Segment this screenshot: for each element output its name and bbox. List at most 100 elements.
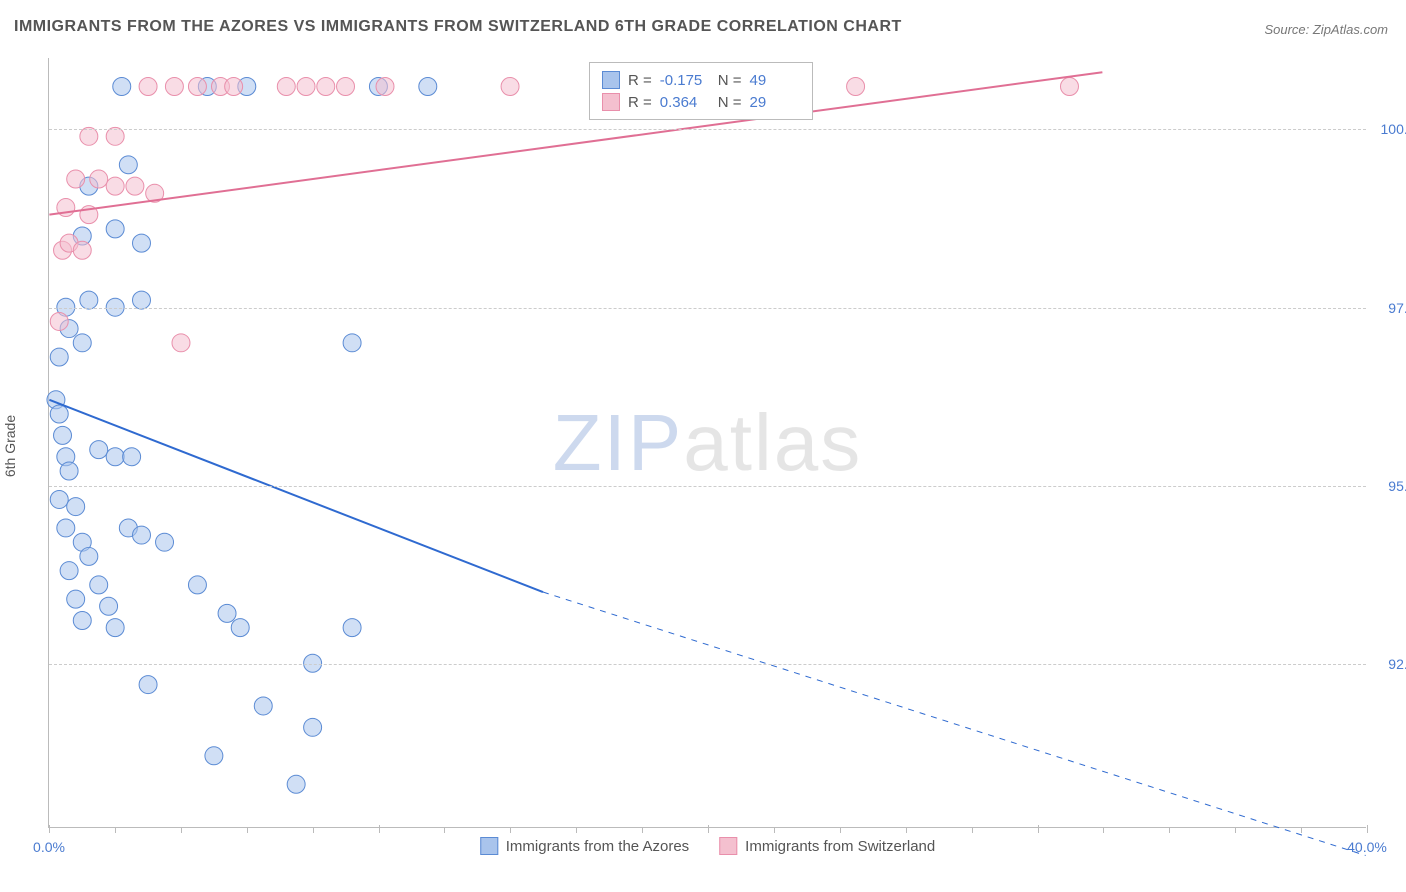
data-point <box>1060 77 1078 95</box>
legend-n-label: N = <box>718 72 742 89</box>
data-point <box>343 334 361 352</box>
data-point <box>80 291 98 309</box>
data-point <box>376 77 394 95</box>
data-point <box>106 177 124 195</box>
legend-stat-row: R =-0.175N =49 <box>602 69 800 91</box>
gridline-h <box>49 308 1366 309</box>
legend-swatch <box>480 837 498 855</box>
legend-series-label: Immigrants from Switzerland <box>745 838 935 855</box>
chart-svg <box>49 58 1366 827</box>
legend-r-value: -0.175 <box>660 72 710 89</box>
xtick <box>708 825 709 833</box>
legend-n-value: 29 <box>750 94 800 111</box>
data-point <box>67 170 85 188</box>
xtick-minor <box>1169 827 1170 833</box>
legend-series-label: Immigrants from the Azores <box>506 838 689 855</box>
xtick <box>1367 825 1368 833</box>
data-point <box>106 619 124 637</box>
gridline-h <box>49 664 1366 665</box>
data-point <box>337 77 355 95</box>
legend-swatch <box>602 93 620 111</box>
data-point <box>343 619 361 637</box>
data-point <box>277 77 295 95</box>
data-point <box>254 697 272 715</box>
data-point <box>133 526 151 544</box>
xtick-label: 40.0% <box>1347 839 1387 855</box>
data-point <box>188 77 206 95</box>
legend-n-label: N = <box>718 94 742 111</box>
data-point <box>119 156 137 174</box>
legend-r-label: R = <box>628 94 652 111</box>
xtick-minor <box>313 827 314 833</box>
data-point <box>60 562 78 580</box>
gridline-h <box>49 486 1366 487</box>
data-point <box>126 177 144 195</box>
legend-series-item: Immigrants from Switzerland <box>719 837 935 855</box>
data-point <box>139 77 157 95</box>
data-point <box>218 604 236 622</box>
data-point <box>90 576 108 594</box>
data-point <box>297 77 315 95</box>
legend-swatch <box>719 837 737 855</box>
source-label: Source: ZipAtlas.com <box>1264 22 1388 37</box>
xtick-minor <box>576 827 577 833</box>
chart-title: IMMIGRANTS FROM THE AZORES VS IMMIGRANTS… <box>14 18 902 36</box>
data-point <box>50 312 68 330</box>
data-point <box>287 775 305 793</box>
data-point <box>225 77 243 95</box>
data-point <box>231 619 249 637</box>
xtick <box>1038 825 1039 833</box>
data-point <box>113 77 131 95</box>
ytick-label: 92.5% <box>1388 656 1406 672</box>
data-point <box>67 498 85 516</box>
regression-line-dashed <box>543 592 1366 855</box>
data-point <box>73 334 91 352</box>
legend-stat-row: R = 0.364 N = 29 <box>602 91 800 113</box>
xtick-minor <box>115 827 116 833</box>
data-point <box>106 448 124 466</box>
data-point <box>165 77 183 95</box>
data-point <box>123 448 141 466</box>
data-point <box>80 547 98 565</box>
xtick-minor <box>510 827 511 833</box>
data-point <box>188 576 206 594</box>
data-point <box>50 490 68 508</box>
data-point <box>172 334 190 352</box>
data-point <box>60 462 78 480</box>
xtick <box>49 825 50 833</box>
data-point <box>501 77 519 95</box>
data-point <box>90 170 108 188</box>
data-point <box>90 441 108 459</box>
xtick-minor <box>840 827 841 833</box>
xtick-minor <box>444 827 445 833</box>
xtick-minor <box>1103 827 1104 833</box>
plot-area: ZIPatlas R =-0.175N =49R =0.364N =29 Imm… <box>48 58 1366 828</box>
xtick-minor <box>906 827 907 833</box>
data-point <box>847 77 865 95</box>
data-point <box>317 77 335 95</box>
data-point <box>50 348 68 366</box>
data-point <box>50 405 68 423</box>
xtick-minor <box>247 827 248 833</box>
data-point <box>156 533 174 551</box>
ytick-label: 95.0% <box>1388 478 1406 494</box>
legend-series: Immigrants from the Azores Immigrants fro… <box>480 837 935 855</box>
data-point <box>73 612 91 630</box>
data-point <box>133 234 151 252</box>
data-point <box>304 718 322 736</box>
legend-r-value: 0.364 <box>660 94 710 111</box>
data-point <box>419 77 437 95</box>
data-point <box>54 426 72 444</box>
data-point <box>57 519 75 537</box>
xtick-minor <box>642 827 643 833</box>
regression-line <box>49 400 543 592</box>
legend-r-label: R = <box>628 72 652 89</box>
data-point <box>73 241 91 259</box>
xtick <box>379 825 380 833</box>
data-point <box>100 597 118 615</box>
data-point <box>106 220 124 238</box>
legend-series-item: Immigrants from the Azores <box>480 837 689 855</box>
ytick-label: 97.5% <box>1388 300 1406 316</box>
gridline-h <box>49 129 1366 130</box>
ytick-label: 100.0% <box>1381 121 1406 137</box>
